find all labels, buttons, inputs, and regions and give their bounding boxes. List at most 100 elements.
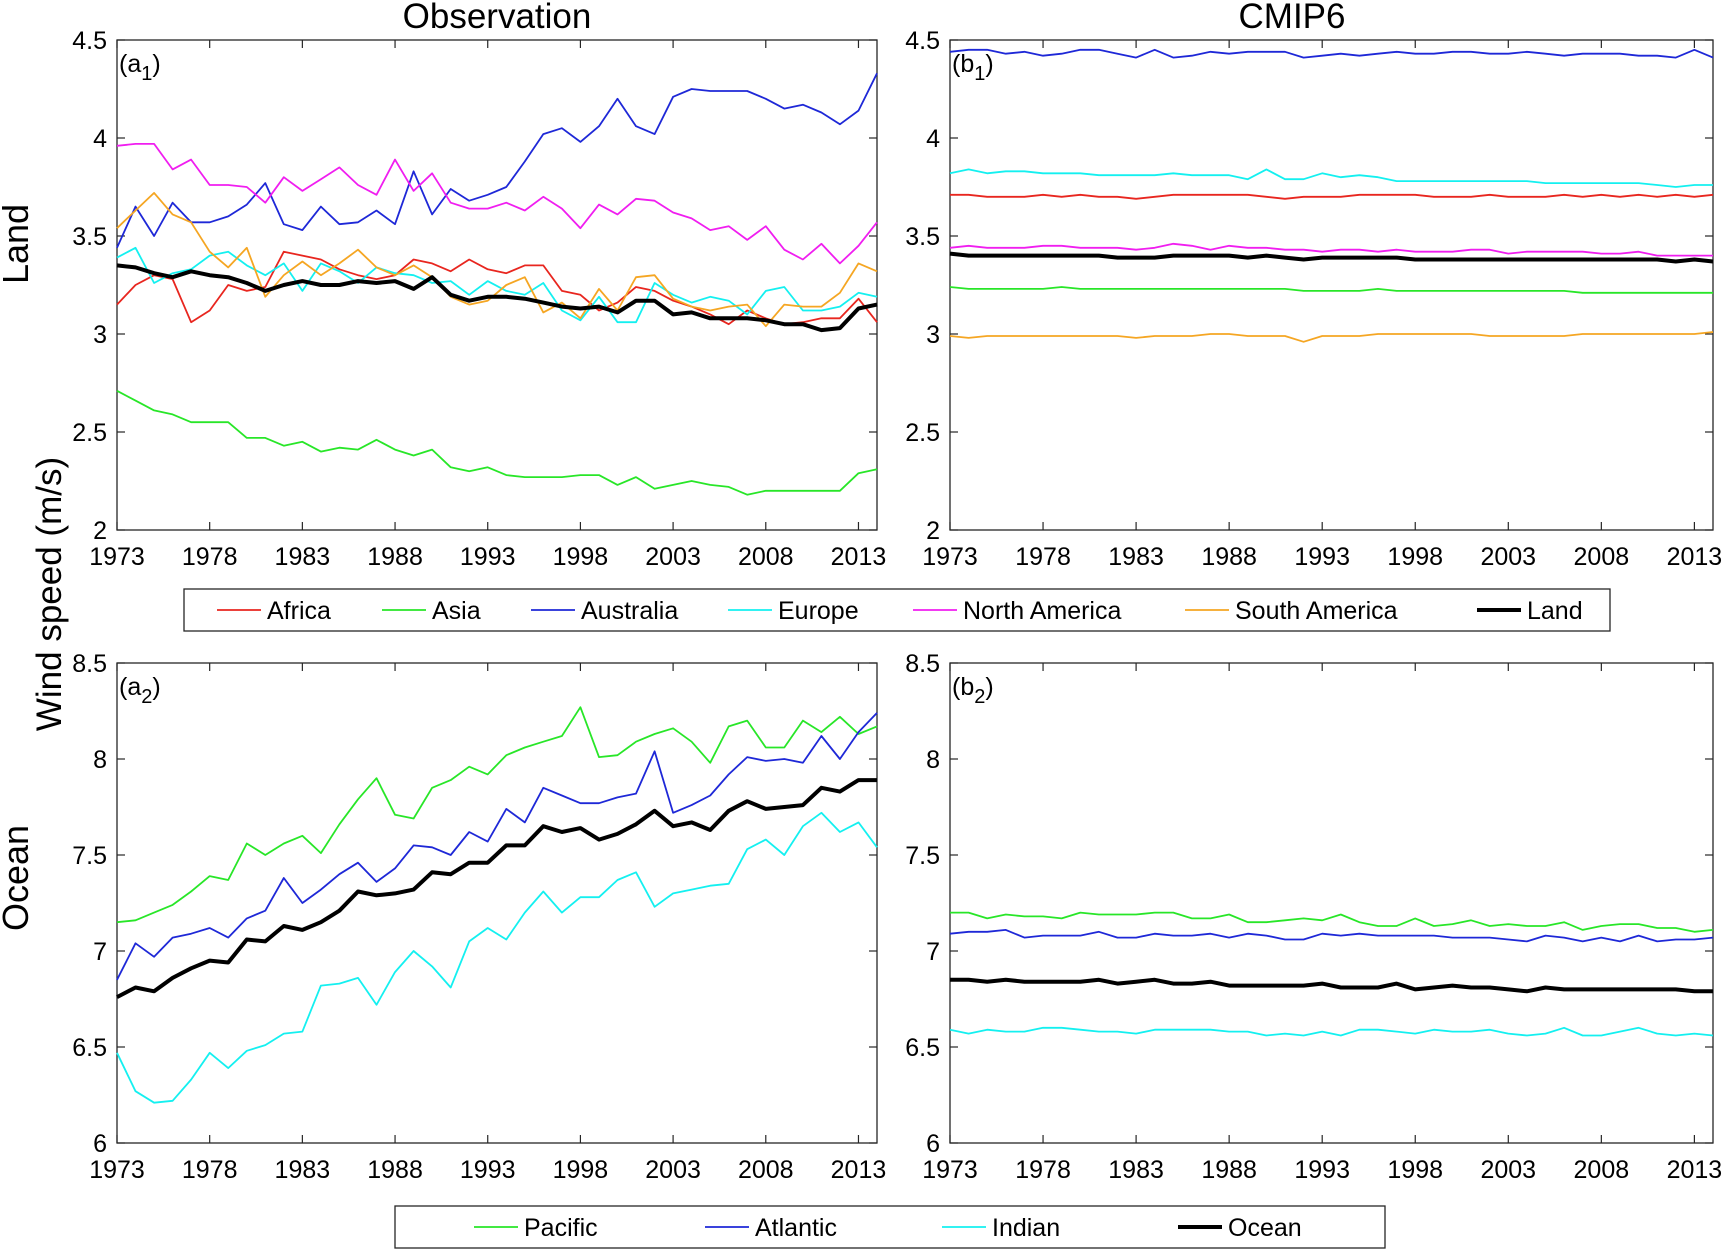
y-tick-label: 4	[93, 125, 107, 153]
legend-label-europe: Europe	[778, 597, 859, 625]
x-tick-label: 1988	[367, 543, 423, 571]
x-tick-label: 1983	[275, 543, 331, 571]
legend-label-ocean: Ocean	[1228, 1214, 1302, 1242]
x-tick-label: 1988	[1201, 1156, 1257, 1184]
x-tick-label: 1983	[275, 1156, 331, 1184]
series-line-asia	[949, 286, 1713, 294]
y-axis-label: Wind speed (m/s)	[30, 457, 69, 731]
x-tick-label: 2013	[831, 543, 887, 571]
legend-label-indian: Indian	[992, 1214, 1060, 1242]
chart-panel-a2: 6 6.5 7 7.5 8 8.5 1973 1978 1983 1988 1993 1998 2003…	[72, 650, 886, 1184]
x-tick-label: 1978	[1015, 543, 1071, 571]
series-line-north-america	[116, 142, 878, 265]
panel-label: (b2)	[952, 673, 994, 708]
x-tick-label: 1978	[1015, 1156, 1071, 1184]
x-tick-label: 1988	[367, 1156, 423, 1184]
y-tick-label: 4.5	[905, 27, 940, 55]
x-tick-label: 2008	[1574, 1156, 1630, 1184]
legend-label-asia: Asia	[432, 597, 481, 625]
row-label-land: Land	[0, 204, 36, 284]
y-tick-label: 2.5	[905, 419, 940, 447]
series-line-atlantic	[116, 712, 878, 981]
series-line-south-america	[949, 331, 1714, 343]
series-line-africa	[116, 250, 878, 326]
y-tick-label: 7	[926, 938, 940, 966]
y-tick-label: 7.5	[72, 842, 107, 870]
x-tick-label: 1973	[89, 1156, 145, 1184]
legend-label-land: Land	[1527, 597, 1583, 625]
series-line-pacific	[950, 911, 1714, 933]
series-line-atlantic	[949, 929, 1714, 943]
y-tick-label: 6	[93, 1130, 107, 1158]
row-label-ocean: Ocean	[0, 825, 36, 931]
series-line-australia	[949, 48, 1714, 59]
y-tick-label: 4.5	[72, 27, 107, 55]
series-line-ocean	[950, 977, 1713, 994]
y-tick-label: 6.5	[905, 1034, 940, 1062]
panel-label: (a2)	[119, 673, 161, 708]
series-line-south-america	[116, 191, 878, 328]
x-tick-label: 1983	[1108, 543, 1164, 571]
legend-ocean: Pacific Atlantic Indian Ocean	[394, 1205, 1386, 1249]
x-tick-label: 2008	[1574, 543, 1630, 571]
chart-panel-b2: 6 6.5 7 7.5 8 8.5 1973 1978 1983 1988 1993 1998 2003…	[905, 650, 1722, 1184]
legend-label-australia: Australia	[581, 597, 678, 625]
x-tick-label: 1978	[182, 1156, 238, 1184]
y-tick-label: 8.5	[72, 650, 107, 678]
series-line-australia	[116, 72, 878, 249]
x-tick-label: 1993	[1294, 543, 1350, 571]
x-tick-label: 1973	[89, 543, 145, 571]
x-tick-label: 1993	[460, 543, 516, 571]
x-tick-label: 1993	[1294, 1156, 1350, 1184]
x-tick-label: 1973	[922, 1156, 978, 1184]
x-tick-label: 1993	[460, 1156, 516, 1184]
y-tick-label: 2	[93, 517, 107, 545]
x-tick-label: 2003	[1480, 543, 1536, 571]
x-tick-label: 2008	[738, 1156, 794, 1184]
series-line-land	[116, 263, 878, 333]
x-tick-label: 2003	[1480, 1156, 1536, 1184]
y-tick-label: 3.5	[905, 223, 940, 251]
y-tick-label: 7	[93, 938, 107, 966]
y-tick-label: 4	[926, 125, 940, 153]
y-tick-label: 8	[93, 746, 107, 774]
legend-label-south-america: South America	[1235, 597, 1398, 625]
column-title-cmip6: CMIP6	[1239, 0, 1346, 36]
x-tick-label: 1988	[1201, 543, 1257, 571]
x-tick-label: 2003	[645, 1156, 701, 1184]
y-tick-label: 3	[926, 321, 940, 349]
y-tick-label: 6	[926, 1130, 940, 1158]
plot-area-frame	[949, 39, 1714, 531]
y-tick-label: 3	[93, 321, 107, 349]
y-tick-label: 3.5	[72, 223, 107, 251]
legend-label-pacific: Pacific	[524, 1214, 598, 1242]
series-line-europe	[116, 246, 878, 324]
chart-panel-b1: 2 2.5 3 3.5 4 4.5 1973 1978 1983 1988 1993 1998 2003…	[905, 27, 1722, 571]
series-line-land	[949, 251, 1714, 264]
x-tick-label: 2013	[1667, 543, 1723, 571]
x-tick-label: 2003	[645, 543, 701, 571]
plot-area-frame	[116, 39, 878, 531]
x-tick-label: 1998	[1387, 1156, 1443, 1184]
series-line-indian	[949, 1026, 1714, 1037]
series-line-pacific	[116, 706, 878, 924]
y-tick-label: 8	[926, 746, 940, 774]
panel-label: (b1)	[952, 50, 994, 85]
series-line-indian	[116, 811, 878, 1104]
panel-label: (a1)	[119, 50, 161, 85]
legend-land: Africa Asia Australia Europe North America So…	[183, 588, 1611, 632]
series-line-north-america	[949, 242, 1713, 257]
y-tick-label: 2	[926, 517, 940, 545]
x-tick-label: 2008	[738, 543, 794, 571]
series-line-asia	[116, 390, 878, 496]
y-tick-label: 7.5	[905, 842, 940, 870]
y-tick-label: 8.5	[905, 650, 940, 678]
x-tick-label: 2013	[831, 1156, 887, 1184]
x-tick-label: 1973	[922, 543, 978, 571]
x-tick-label: 2013	[1667, 1156, 1723, 1184]
legend-label-north-america: North America	[963, 597, 1121, 625]
y-tick-label: 2.5	[72, 419, 107, 447]
x-tick-label: 1998	[553, 543, 609, 571]
x-tick-label: 1998	[553, 1156, 609, 1184]
